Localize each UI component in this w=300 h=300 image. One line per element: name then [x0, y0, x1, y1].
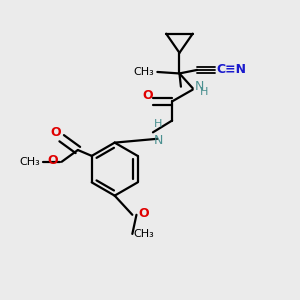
- Text: CH₃: CH₃: [134, 229, 154, 239]
- Text: N: N: [194, 80, 204, 94]
- Text: O: O: [138, 207, 149, 220]
- Text: H: H: [154, 119, 163, 129]
- Text: C≡N: C≡N: [216, 62, 246, 76]
- Text: N: N: [154, 134, 164, 147]
- Text: H: H: [200, 87, 209, 97]
- Text: CH₃: CH₃: [133, 67, 154, 77]
- Text: O: O: [50, 126, 61, 139]
- Text: O: O: [142, 89, 153, 102]
- Text: O: O: [47, 154, 58, 167]
- Text: CH₃: CH₃: [20, 157, 40, 167]
